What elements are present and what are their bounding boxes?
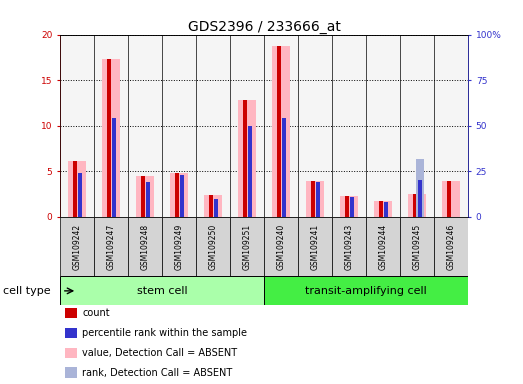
Text: cell type: cell type — [3, 286, 50, 296]
Bar — [196, 217, 230, 276]
Bar — [136, 176, 154, 217]
Bar — [434, 217, 468, 276]
Bar — [345, 196, 349, 217]
Bar — [298, 217, 332, 276]
Text: transit-amplifying cell: transit-amplifying cell — [305, 286, 427, 296]
Bar — [332, 217, 366, 276]
Bar — [77, 173, 82, 217]
Bar — [349, 197, 354, 217]
Bar — [68, 161, 86, 217]
Bar — [264, 217, 298, 276]
Bar — [281, 119, 286, 217]
Bar — [408, 194, 426, 217]
Text: GSM109250: GSM109250 — [209, 223, 218, 270]
Text: GSM109245: GSM109245 — [413, 223, 422, 270]
Bar — [107, 59, 111, 217]
Bar — [209, 195, 213, 217]
Bar — [442, 181, 460, 217]
Bar — [366, 217, 400, 276]
Bar — [379, 202, 383, 217]
Bar — [264, 276, 468, 305]
Bar — [311, 181, 315, 217]
Text: value, Detection Call = ABSENT: value, Detection Call = ABSENT — [82, 348, 237, 358]
Bar — [60, 276, 264, 305]
Bar — [340, 196, 358, 217]
Bar — [247, 126, 252, 217]
Text: GSM109247: GSM109247 — [107, 223, 116, 270]
Text: rank, Detection Call = ABSENT: rank, Detection Call = ABSENT — [82, 368, 232, 378]
Text: percentile rank within the sample: percentile rank within the sample — [82, 328, 247, 338]
Bar — [374, 202, 392, 217]
Bar — [417, 180, 422, 217]
Text: GSM109241: GSM109241 — [311, 223, 320, 270]
Text: GSM109243: GSM109243 — [345, 223, 354, 270]
Bar — [128, 217, 162, 276]
Bar — [383, 202, 388, 217]
Bar — [230, 217, 264, 276]
Bar — [238, 100, 256, 217]
Text: GSM109249: GSM109249 — [175, 223, 184, 270]
Bar — [102, 59, 120, 217]
Bar — [277, 46, 281, 217]
Bar — [306, 181, 324, 217]
Bar — [413, 194, 417, 217]
Text: GSM109244: GSM109244 — [379, 223, 388, 270]
Bar — [179, 175, 184, 217]
Bar — [145, 182, 150, 217]
Bar — [73, 161, 77, 217]
Bar — [213, 199, 218, 217]
Bar — [111, 119, 116, 217]
Bar — [60, 217, 94, 276]
Text: GSM109242: GSM109242 — [73, 223, 82, 270]
Bar — [141, 176, 145, 217]
Text: stem cell: stem cell — [137, 286, 187, 296]
Bar — [175, 173, 179, 217]
Bar — [162, 217, 196, 276]
Text: GSM109248: GSM109248 — [141, 223, 150, 270]
Bar — [447, 181, 451, 217]
Bar — [416, 159, 424, 217]
Text: GSM109251: GSM109251 — [243, 223, 252, 270]
Bar — [243, 100, 247, 217]
Bar — [94, 217, 128, 276]
Title: GDS2396 / 233666_at: GDS2396 / 233666_at — [188, 20, 340, 33]
Bar — [400, 217, 434, 276]
Text: GSM109240: GSM109240 — [277, 223, 286, 270]
Bar — [204, 195, 222, 217]
Bar — [170, 173, 188, 217]
Bar — [315, 182, 320, 217]
Text: GSM109246: GSM109246 — [447, 223, 456, 270]
Text: count: count — [82, 308, 110, 318]
Bar — [272, 46, 290, 217]
